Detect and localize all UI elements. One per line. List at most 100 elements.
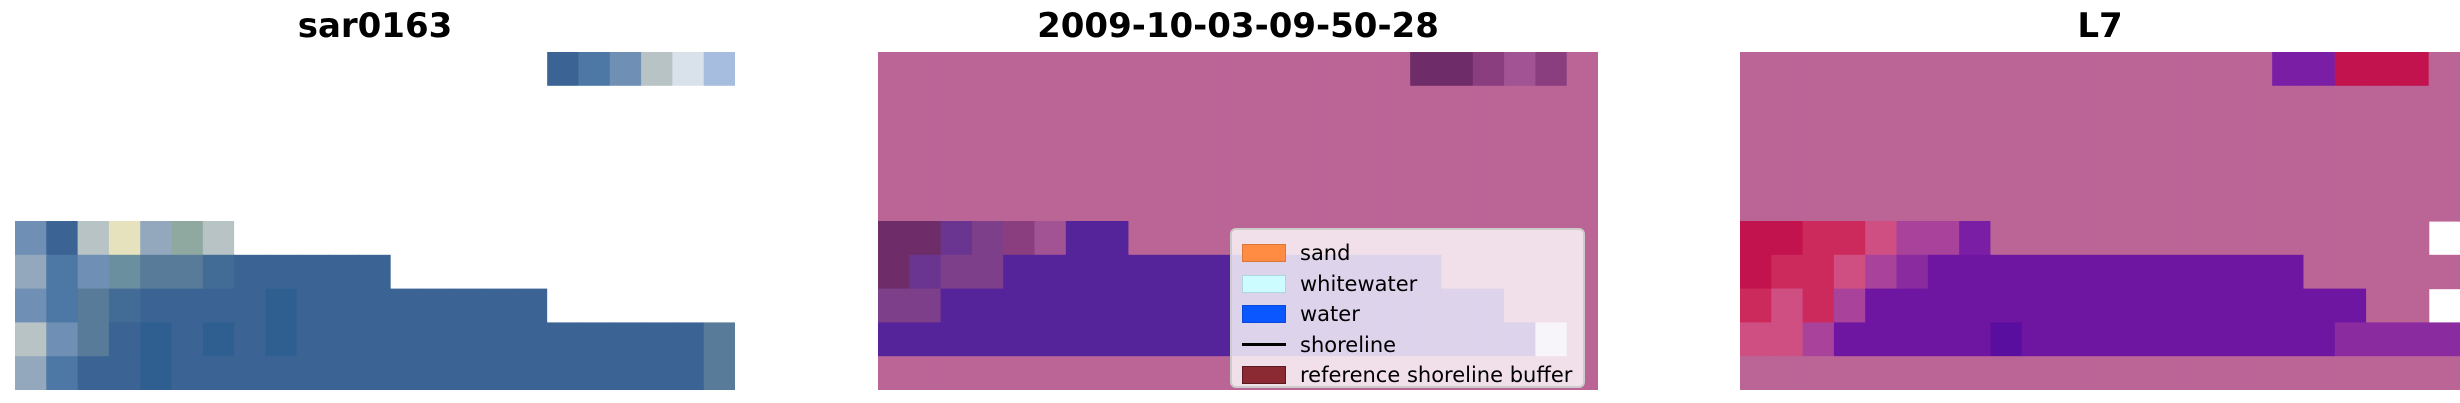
image-pixel (1191, 52, 1223, 87)
image-pixel (1159, 254, 1192, 290)
image-pixel (2115, 288, 2148, 323)
image-pixel (1865, 356, 1898, 390)
image-pixel (1833, 254, 1866, 290)
image-pixel (1771, 221, 1804, 256)
image-pixel (2053, 356, 2085, 390)
image-pixel (1378, 52, 1411, 87)
image-pixel (2178, 288, 2211, 323)
image-pixel (703, 288, 735, 323)
image-pixel (1833, 52, 1866, 87)
image-pixel (484, 356, 517, 390)
image-pixel (909, 153, 942, 188)
image-pixel (1959, 254, 1992, 290)
image-pixel (265, 356, 298, 390)
image-pixel (1097, 52, 1130, 87)
image-pixel (940, 288, 973, 323)
image-pixel (971, 187, 1004, 222)
image-pixel (1927, 153, 1960, 188)
image-pixel (1003, 254, 1036, 290)
image-pixel (1833, 288, 1866, 323)
image-pixel (878, 288, 910, 323)
image-pixel (1065, 187, 1098, 222)
image-pixel (171, 153, 204, 188)
image-pixel (2240, 187, 2273, 222)
image-pixel (2272, 322, 2305, 357)
image-pixel (703, 119, 735, 154)
image-pixel (296, 356, 329, 390)
legend-item-reference-shoreline-buffer: reference shoreline buffer (1242, 360, 1573, 391)
image-pixel (2272, 119, 2305, 154)
image-pixel (2209, 85, 2242, 121)
image-pixel (578, 288, 611, 323)
image-pixel (1222, 119, 1255, 154)
image-l7 (1740, 52, 2460, 390)
image-pixel (2209, 288, 2242, 323)
image-pixel (1896, 322, 1929, 357)
image-pixel (1990, 288, 2023, 323)
image-pixel (1771, 288, 1804, 323)
image-pixel (1959, 153, 1992, 188)
image-pixel (265, 119, 298, 154)
image-pixel (2428, 322, 2460, 357)
image-pixel (1771, 119, 1804, 154)
image-pixel (328, 221, 360, 256)
image-pixel (2303, 85, 2336, 121)
image-pixel (140, 153, 173, 188)
image-pixel (1865, 221, 1898, 256)
image-pixel (940, 254, 973, 290)
image-pixel (1034, 187, 1067, 222)
image-pixel (1865, 153, 1898, 188)
image-pixel (2146, 322, 2179, 357)
image-pixel (1410, 119, 1443, 154)
image-pixel (971, 52, 1004, 87)
image-pixel (359, 221, 392, 256)
image-pixel (1990, 221, 2023, 256)
image-pixel (46, 187, 79, 222)
image-pixel (2084, 254, 2117, 290)
image-pixel (578, 254, 611, 290)
image-pixel (1159, 322, 1192, 357)
image-pixel (484, 288, 517, 323)
image-pixel (2146, 356, 2179, 390)
image-pixel (1378, 153, 1411, 188)
image-pixel (171, 322, 204, 357)
image-pixel (641, 221, 673, 256)
image-pixel (15, 187, 47, 222)
image-pixel (1003, 187, 1036, 222)
image-pixel (1191, 119, 1223, 154)
image-pixel (265, 52, 298, 87)
image-pixel (2303, 288, 2336, 323)
image-pixel (2146, 52, 2179, 87)
image-pixel (703, 52, 735, 87)
image-pixel (2366, 153, 2398, 188)
image-pixel (1833, 187, 1866, 222)
image-pixel (1959, 52, 1992, 87)
image-pixel (2021, 356, 2054, 390)
image-pixel (2303, 153, 2336, 188)
image-pixel (547, 322, 580, 357)
image-pixel (1347, 119, 1380, 154)
image-pixel (453, 187, 486, 222)
image-pixel (2397, 153, 2430, 188)
image-pixel (1065, 85, 1098, 121)
image-pixel (1316, 119, 1349, 154)
image-pixel (1740, 356, 1772, 390)
image-pixel (296, 288, 329, 323)
image-pixel (909, 322, 942, 357)
image-pixel (15, 322, 47, 357)
image-pixel (140, 187, 173, 222)
image-pixel (234, 52, 267, 87)
image-pixel (202, 52, 235, 87)
image-pixel (1253, 52, 1286, 87)
image-pixel (1865, 52, 1898, 87)
image-pixel (265, 254, 298, 290)
image-pixel (1128, 85, 1161, 121)
image-pixel (1316, 187, 1349, 222)
image-pixel (2272, 52, 2305, 87)
image-pixel (1865, 187, 1898, 222)
image-pixel (2397, 288, 2430, 323)
image-pixel (1927, 187, 1960, 222)
image-pixel (1347, 85, 1380, 121)
image-pixel (878, 254, 910, 290)
image-pixel (940, 119, 973, 154)
